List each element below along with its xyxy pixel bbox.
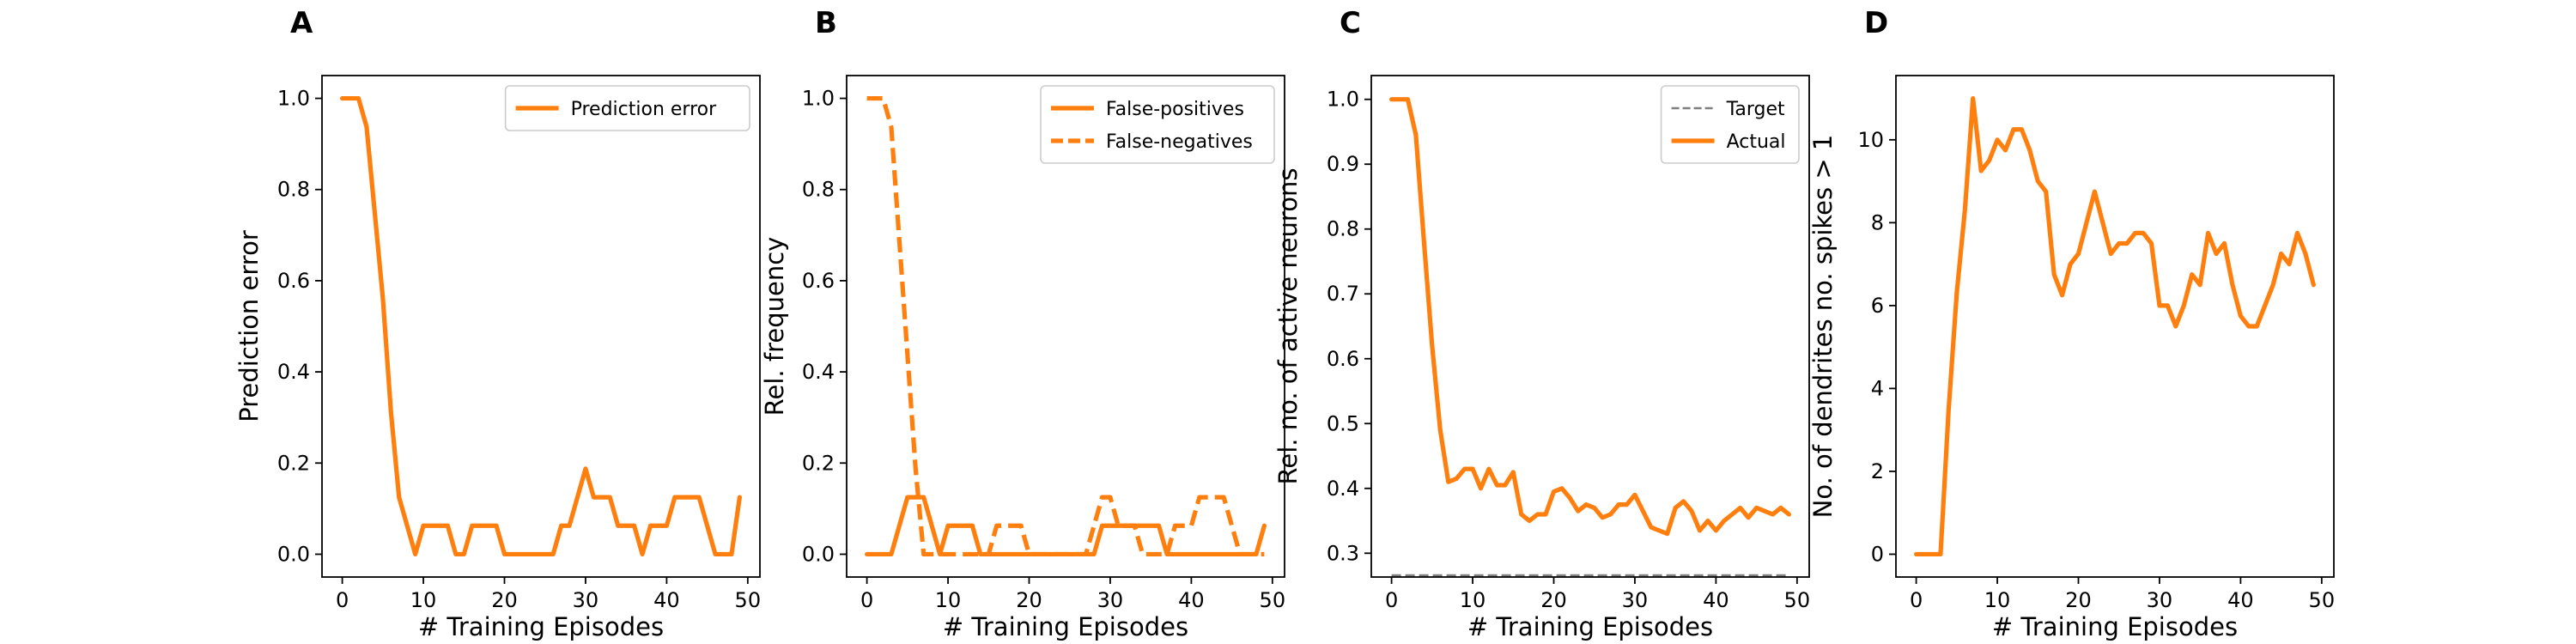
legend-label: Actual [1727,131,1786,153]
x-tick-label: 30 [1097,588,1124,612]
y-tick-label: 1.0 [1327,88,1359,112]
x-tick-label: 50 [735,588,762,612]
legend: False-positives False-negatives [1040,85,1275,164]
y-tick-label: 0.8 [277,178,310,202]
x-tick-label: 40 [1178,588,1205,612]
y-tick-label: 1.0 [277,87,310,111]
y-tick-label: 4 [1871,376,1884,400]
legend-label: Target [1726,99,1785,120]
series-line-dendrites [1914,95,2316,557]
y-axis-label: Prediction error [234,230,264,422]
legend-box [504,85,750,131]
x-tick-label: 50 [2309,588,2336,612]
panel-label: C [1340,6,1361,40]
x-tick-label: 40 [1703,588,1729,612]
y-tick-label: 0.2 [277,451,310,475]
x-tick-label: 50 [1784,588,1811,612]
chart-panel-b: B 0 10 20 30 40 50 0.0 0.2 0.4 0.6 0.8 1.0 # Training… [760,6,1285,641]
legend: Target Actual [1660,85,1800,164]
y-tick-label: 0.4 [802,360,835,384]
axes-frame [846,75,1285,578]
series-group [1389,97,1791,577]
x-tick-label: 0 [860,588,873,612]
y-tick-label: 0.5 [1327,411,1359,435]
x-axis-label: # Training Episodes [418,612,664,641]
x-tick-label: 0 [1385,588,1398,612]
legend: Prediction error [504,85,750,131]
y-tick-label: 0.3 [1327,541,1359,565]
y-tick-label: 0.6 [802,269,835,293]
y-tick-label: 0.9 [1327,152,1359,176]
y-tick-label: 0.6 [1327,347,1359,371]
x-tick-label: 0 [1910,588,1923,612]
legend-label: False-positives [1106,99,1244,120]
y-tick-label: 0.4 [1327,477,1359,501]
y-tick-label: 0.4 [277,360,310,384]
legend-label: Prediction error [571,99,717,120]
y-tick-label: 0.8 [802,178,835,202]
series-group [865,95,1267,557]
y-tick-label: 8 [1871,210,1884,234]
y-tick-label: 2 [1871,459,1884,483]
y-tick-label: 0.0 [277,542,310,566]
axes-frame [1370,75,1810,578]
x-tick-label: 40 [653,588,680,612]
chart-panel-a: A 0 10 20 30 40 50 0.0 0.2 0.4 0.6 0.8 1.0 # Training… [234,6,761,641]
axes-frame [321,75,761,578]
x-tick-label: 20 [1016,588,1042,612]
panel-label: A [290,6,313,40]
y-tick-label: 0.6 [277,269,310,293]
x-axis-label: # Training Episodes [1992,612,2238,641]
legend-box [1040,85,1275,164]
series-line-prediction-error [340,95,742,557]
x-tick-label: 10 [935,588,962,612]
x-tick-label: 20 [491,588,518,612]
y-tick-label: 0.7 [1327,282,1359,306]
y-tick-label: 0 [1871,542,1884,566]
x-tick-label: 10 [1984,588,2011,612]
y-tick-label: 0.8 [1327,217,1359,241]
y-tick-label: 1.0 [802,87,835,111]
x-tick-label: 30 [573,588,599,612]
series-group [1914,95,2316,557]
y-tick-label: 0.0 [802,542,835,566]
panel-label: B [815,6,837,40]
axes-frame [1895,75,2335,578]
x-axis-label: # Training Episodes [943,612,1188,641]
y-axis-label: Rel. no. of active neurons [1273,168,1303,485]
x-tick-label: 30 [2147,588,2173,612]
series-line-false-positives [865,495,1267,557]
x-tick-label: 20 [1540,588,1567,612]
y-axis-label: No. of dendrites no. spikes > 1 [1808,135,1838,519]
y-tick-label: 10 [1857,128,1884,152]
panel-label: D [1864,6,1888,40]
y-axis-label: Rel. frequency [760,237,789,416]
series-line-actual [1389,97,1791,537]
x-axis-label: # Training Episodes [1467,612,1713,641]
series-line-false-negatives [866,95,1265,557]
series-group [340,95,742,557]
x-tick-label: 0 [336,588,349,612]
x-tick-label: 30 [1622,588,1649,612]
x-tick-label: 20 [2065,588,2092,612]
legend-box [1660,85,1800,164]
y-tick-label: 6 [1871,294,1884,318]
y-tick-label: 0.2 [802,451,835,475]
x-tick-label: 50 [1260,588,1286,612]
chart-panel-c: C 0 10 20 30 40 50 0.3 0.4 0.5 0.6 0.7 0.8 0.9 1.0 # Tr… [1273,6,1810,641]
legend-label: False-negatives [1106,131,1253,153]
x-tick-label: 10 [410,588,437,612]
x-tick-label: 10 [1460,588,1486,612]
x-tick-label: 40 [2227,588,2254,612]
